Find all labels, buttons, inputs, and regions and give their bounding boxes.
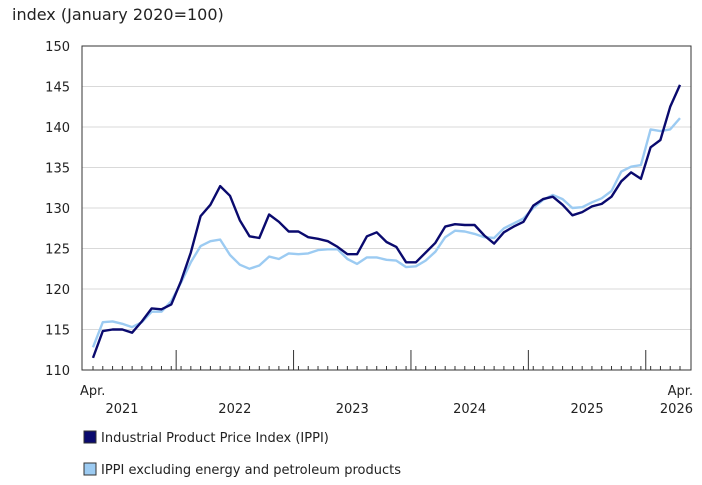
legend: Industrial Product Price Index (IPPI) IP… (83, 430, 401, 478)
y-tick-label: 115 (45, 324, 70, 339)
series-line-ippi-excl-energy (91, 117, 681, 348)
gridlines (82, 86, 691, 330)
x-edge-label-start-month: Apr. (80, 384, 105, 399)
series-lines (91, 84, 682, 359)
y-axis-title: index (January 2020=100) (12, 5, 224, 24)
legend-label-ippi: Industrial Product Price Index (IPPI) (101, 431, 329, 446)
legend-swatch-ippi (83, 430, 97, 444)
x-year-label: 2022 (218, 402, 251, 417)
y-tick-label: 130 (45, 202, 70, 217)
x-edge-label-end-year: 2026 (660, 402, 693, 417)
y-tick-label: 150 (45, 40, 70, 55)
y-tick-label: 135 (45, 162, 70, 177)
x-year-label: 2023 (336, 402, 369, 417)
series-line-ippi (91, 84, 682, 359)
legend-label-ippi-excl-energy: IPPI excluding energy and petroleum prod… (101, 463, 401, 478)
y-tick-label: 120 (45, 283, 70, 298)
y-tick-label: 140 (45, 121, 70, 136)
legend-swatch-ippi-excl-energy (83, 462, 97, 476)
y-axis-ticks: 110 115 120 125 130 135 140 145 150 (45, 40, 70, 379)
y-tick-label: 145 (45, 81, 70, 96)
y-tick-label: 125 (45, 243, 70, 258)
x-edge-label-start-year: 2021 (105, 402, 138, 417)
x-year-label: 2024 (453, 402, 486, 417)
x-edge-label-end-month: Apr. (668, 384, 693, 399)
y-tick-label: 110 (45, 364, 70, 379)
x-year-label: 2025 (571, 402, 604, 417)
